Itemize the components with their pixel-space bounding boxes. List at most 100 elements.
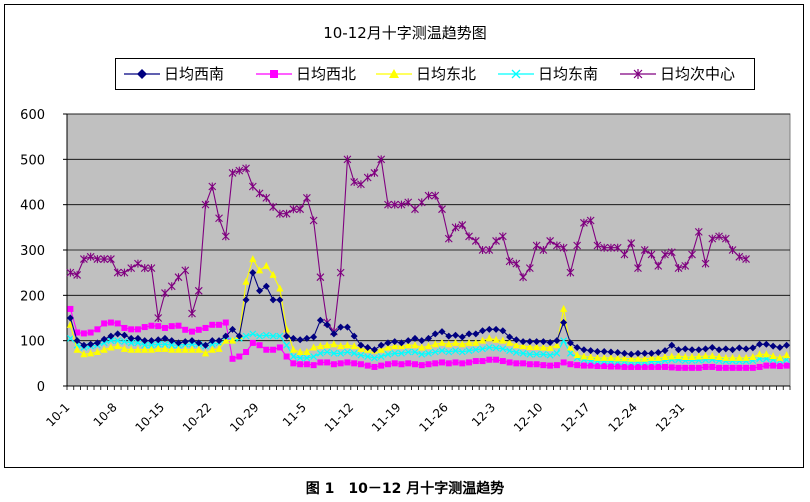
- point-0-1: [73, 337, 81, 345]
- point-3-69: [533, 350, 541, 358]
- point-2-6: [107, 343, 115, 351]
- point-0-87: [654, 348, 662, 356]
- point-2-8: [120, 344, 129, 352]
- point-4-97: [721, 234, 730, 243]
- point-1-24: [229, 355, 236, 362]
- point-2-38: [323, 341, 331, 349]
- x-tick-label-12: 12-24: [606, 400, 641, 435]
- point-2-91: [681, 352, 689, 360]
- point-2-67: [519, 342, 527, 350]
- point-4-21: [208, 182, 217, 191]
- point-3-11: [141, 341, 149, 349]
- point-2-57: [451, 338, 460, 346]
- point-4-44: [363, 173, 372, 182]
- point-4-5: [100, 255, 109, 264]
- point-4-15: [167, 282, 176, 291]
- series-2: [66, 255, 791, 362]
- point-2-33: [289, 345, 297, 353]
- point-2-16: [174, 345, 183, 353]
- point-2-1: [73, 345, 81, 353]
- point-0-35: [303, 334, 311, 342]
- point-3-39: [330, 349, 338, 357]
- point-4-50: [404, 198, 413, 207]
- legend-marker-4: [620, 69, 656, 79]
- point-0-73: [560, 319, 568, 327]
- point-4-26: [242, 164, 250, 173]
- point-2-79: [600, 353, 608, 361]
- point-3-41: [343, 348, 351, 356]
- y-tick-label-4: 400: [20, 199, 45, 214]
- point-0-28: [256, 287, 264, 295]
- point-2-75: [573, 351, 581, 359]
- point-1-1: [74, 329, 81, 336]
- point-2-30: [269, 270, 277, 278]
- chart-title: 10-12月十字测温趋势图: [323, 24, 487, 42]
- point-2-76: [580, 352, 588, 360]
- point-4-100: [742, 255, 750, 264]
- point-3-26: [242, 332, 250, 340]
- point-1-75: [574, 362, 581, 369]
- point-2-12: [147, 345, 156, 353]
- point-0-51: [411, 334, 419, 342]
- point-2-96: [715, 352, 723, 360]
- point-2-77: [587, 352, 595, 360]
- point-1-8: [121, 324, 128, 331]
- point-0-80: [607, 348, 615, 356]
- point-0-65: [506, 333, 514, 341]
- point-4-94: [701, 259, 710, 268]
- point-2-34: [296, 348, 304, 355]
- point-0-89: [668, 341, 676, 349]
- point-1-81: [614, 363, 621, 370]
- point-2-102: [755, 350, 764, 358]
- point-2-54: [431, 340, 439, 348]
- point-0-78: [593, 348, 601, 356]
- point-0-82: [620, 349, 628, 357]
- point-2-65: [505, 338, 514, 346]
- point-1-26: [243, 349, 250, 355]
- point-1-34: [297, 361, 304, 368]
- point-0-29: [262, 282, 270, 290]
- point-0-47: [384, 339, 392, 347]
- point-2-55: [438, 338, 446, 346]
- point-3-49: [398, 349, 405, 357]
- point-4-24: [228, 168, 237, 177]
- point-3-72: [553, 349, 561, 357]
- point-0-43: [357, 341, 365, 349]
- point-2-58: [458, 340, 466, 348]
- point-2-69: [533, 343, 541, 351]
- point-2-74: [566, 343, 574, 351]
- series-0: [66, 269, 791, 358]
- point-0-23: [222, 332, 230, 340]
- x-tick-label-5: 11-5: [280, 400, 309, 429]
- point-1-94: [702, 363, 709, 370]
- point-3-48: [391, 349, 399, 357]
- point-4-19: [194, 286, 203, 295]
- point-4-69: [532, 241, 541, 250]
- legend-label-0: 日均西南: [164, 65, 225, 83]
- x-tick-label-10: 12-10: [511, 400, 546, 435]
- point-1-72: [553, 362, 560, 369]
- point-4-0: [66, 268, 75, 277]
- point-3-50: [404, 348, 412, 356]
- point-3-59: [465, 347, 473, 355]
- legend-marker-1: [256, 70, 292, 78]
- point-1-29: [263, 346, 270, 353]
- point-2-56: [445, 340, 453, 348]
- legend-item-2: 日均东北: [374, 59, 502, 89]
- point-0-24: [229, 325, 237, 333]
- point-3-74: [566, 349, 574, 357]
- point-0-37: [316, 316, 324, 324]
- point-2-80: [607, 353, 615, 361]
- point-0-74: [566, 339, 574, 347]
- point-2-4: [93, 348, 102, 355]
- point-3-55: [438, 347, 446, 355]
- point-3-40: [337, 349, 345, 357]
- point-4-40: [336, 268, 345, 277]
- point-3-61: [479, 345, 486, 353]
- point-1-89: [668, 364, 675, 371]
- point-4-66: [512, 259, 521, 268]
- point-1-37: [317, 359, 324, 366]
- point-4-23: [221, 232, 230, 241]
- point-1-99: [736, 364, 743, 371]
- point-2-9: [127, 345, 135, 353]
